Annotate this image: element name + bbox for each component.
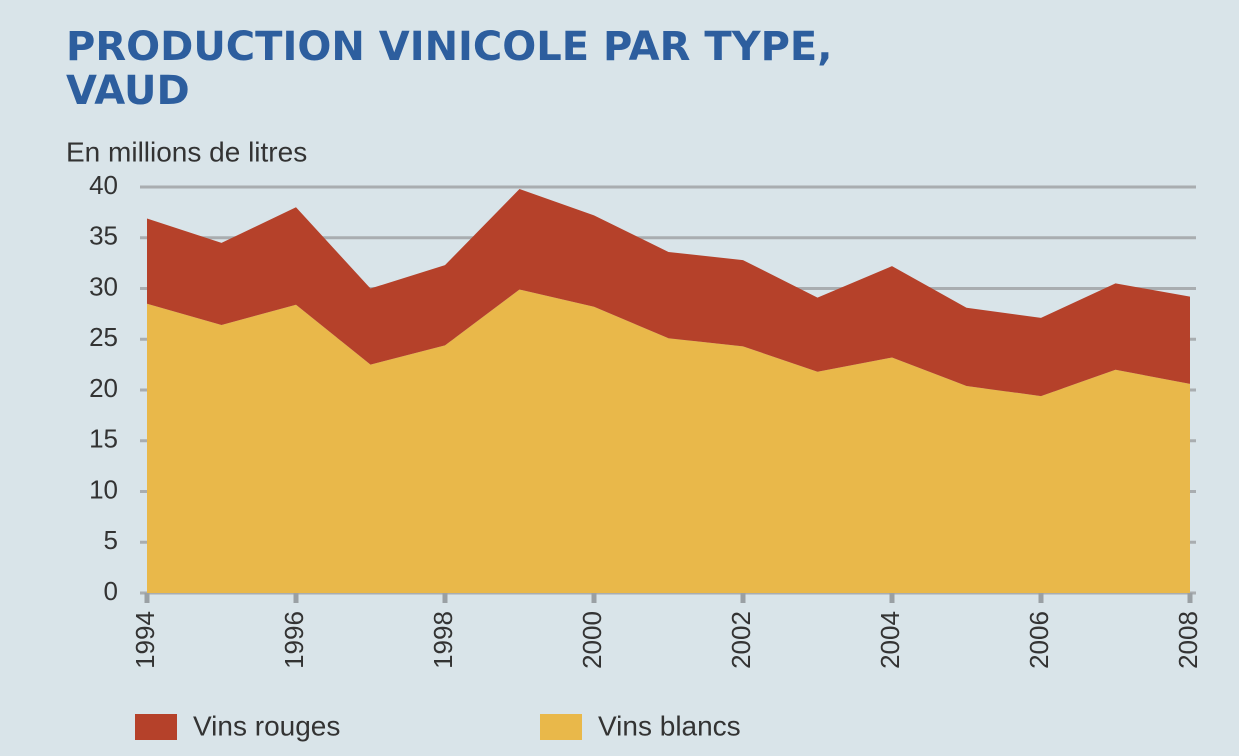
x-tick-label: 2006 [1024,611,1054,669]
chart-title: VAUD [66,68,190,114]
x-tick-label: 2000 [577,611,607,669]
legend-swatch [135,714,177,740]
chart-title: PRODUCTION VINICOLE PAR TYPE, [66,24,832,70]
x-tick-label: 1998 [428,611,458,669]
y-tick-label: 10 [89,474,118,504]
y-tick-label: 5 [104,525,118,555]
x-tick-label: 2002 [726,611,756,669]
y-tick-label: 35 [89,221,118,251]
legend-label: Vins blancs [598,710,741,741]
legend-swatch [540,714,582,740]
y-axis-label: En millions de litres [66,136,307,167]
y-tick-label: 15 [89,424,118,454]
x-tick-label: 2004 [875,611,905,669]
y-tick-label: 0 [104,576,118,606]
legend-label: Vins rouges [193,710,340,741]
x-tick-label: 2008 [1173,611,1203,669]
y-tick-label: 30 [89,271,118,301]
y-tick-label: 40 [89,170,118,200]
x-tick-label: 1996 [279,611,309,669]
y-tick-label: 20 [89,373,118,403]
y-tick-label: 25 [89,322,118,352]
x-tick-label: 1994 [130,611,160,669]
area [147,289,1190,593]
area [147,189,1190,397]
